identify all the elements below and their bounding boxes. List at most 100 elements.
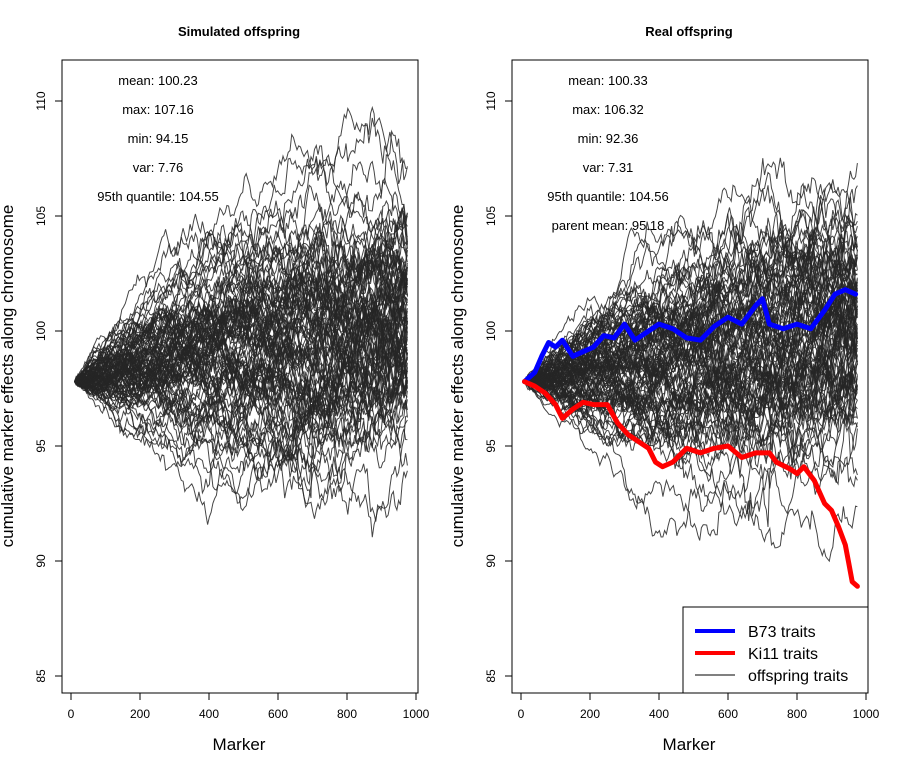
offspring-trace xyxy=(524,225,858,382)
x-tick-label: 400 xyxy=(649,707,669,721)
stat-line: max: 106.32 xyxy=(572,102,644,117)
offspring-trace xyxy=(74,367,408,538)
stat-line: max: 107.16 xyxy=(122,102,194,117)
offspring-trace xyxy=(524,294,858,391)
y-axis-title: cumulative marker effects along chromoso… xyxy=(448,205,467,548)
offspring-trace xyxy=(524,280,858,386)
offspring-trace xyxy=(74,380,408,493)
x-tick-label: 200 xyxy=(580,707,600,721)
x-axis: 0 200 400 600 800 1000 xyxy=(518,692,880,721)
y-tick-label: 90 xyxy=(484,554,498,568)
offspring-trace xyxy=(74,346,408,424)
stat-line: mean: 100.23 xyxy=(118,73,198,88)
offspring-trace xyxy=(74,207,408,382)
parent-lines-group xyxy=(522,287,860,589)
chart-title: Real offspring xyxy=(645,24,732,39)
offspring-trace xyxy=(74,281,408,386)
offspring-trace xyxy=(74,300,408,441)
x-axis-title: Marker xyxy=(663,735,716,754)
stat-line: 95th quantile: 104.56 xyxy=(547,189,668,204)
chart-title: Simulated offspring xyxy=(178,24,300,39)
stats-block: mean: 100.23 max: 107.16 min: 94.15 var: 7.… xyxy=(97,73,218,204)
x-axis-title: Marker xyxy=(213,735,266,754)
offspring-trace xyxy=(524,327,858,513)
offspring-trace xyxy=(74,372,408,509)
legend-label: offspring traits xyxy=(748,668,848,685)
y-axis: 85 90 95 100 105 110 xyxy=(484,91,513,683)
stat-line: 95th quantile: 104.55 xyxy=(97,189,218,204)
offspring-lines-group xyxy=(74,105,408,538)
panel-simulated-offspring: Simulated offspring 0 200 400 600 800 1000 85… xyxy=(0,24,430,754)
legend: B73 traits Ki11 traits offspring traits xyxy=(682,606,869,694)
offspring-trace xyxy=(524,299,858,416)
x-tick-label: 600 xyxy=(268,707,288,721)
legend-label: B73 traits xyxy=(748,624,816,641)
stat-line: var: 7.76 xyxy=(133,160,184,175)
legend-box xyxy=(682,606,869,694)
x-tick-label: 0 xyxy=(68,707,75,721)
stat-line: min: 94.15 xyxy=(128,131,189,146)
offspring-trace xyxy=(524,242,858,382)
offspring-trace xyxy=(524,318,858,437)
stat-line: mean: 100.33 xyxy=(568,73,648,88)
x-tick-label: 1000 xyxy=(853,707,880,721)
panel-real-offspring: Real offspring 0 200 400 600 800 1000 85 90 95 1… xyxy=(448,24,880,754)
offspring-trace xyxy=(74,298,408,447)
offspring-trace xyxy=(74,199,408,383)
y-tick-label: 110 xyxy=(34,91,48,110)
offspring-trace xyxy=(524,171,858,382)
y-tick-label: 90 xyxy=(34,554,48,568)
y-tick-label: 95 xyxy=(484,439,498,453)
offspring-trace xyxy=(524,281,858,464)
stat-line: var: 7.31 xyxy=(583,160,634,175)
offspring-trace xyxy=(524,320,858,419)
offspring-trace xyxy=(524,250,858,405)
offspring-trace xyxy=(74,273,408,395)
offspring-lines-group xyxy=(524,157,858,563)
x-tick-label: 0 xyxy=(518,707,525,721)
offspring-trace xyxy=(524,206,858,399)
offspring-trace xyxy=(74,208,408,383)
offspring-trace xyxy=(74,143,408,382)
stat-line: parent mean: 95.18 xyxy=(552,218,665,233)
offspring-trace xyxy=(524,332,858,416)
offspring-trace xyxy=(74,371,408,452)
offspring-trace xyxy=(74,247,408,435)
x-tick-label: 800 xyxy=(337,707,357,721)
offspring-trace xyxy=(74,229,408,388)
offspring-trace xyxy=(524,282,858,448)
offspring-trace xyxy=(524,274,858,382)
y-tick-label: 110 xyxy=(484,91,498,110)
offspring-trace xyxy=(74,332,408,420)
x-tick-label: 600 xyxy=(718,707,738,721)
legend-label: Ki11 traits xyxy=(748,646,818,663)
x-tick-label: 800 xyxy=(787,707,807,721)
x-tick-label: 400 xyxy=(199,707,219,721)
y-axis-title: cumulative marker effects along chromoso… xyxy=(0,205,17,548)
y-axis: 85 90 95 100 105 110 xyxy=(34,91,63,683)
offspring-trace xyxy=(74,245,408,398)
offspring-trace xyxy=(524,230,858,385)
y-tick-label: 95 xyxy=(34,439,48,453)
x-tick-label: 200 xyxy=(130,707,150,721)
offspring-trace xyxy=(74,296,408,424)
offspring-trace xyxy=(524,359,858,541)
offspring-trace xyxy=(74,225,408,384)
y-tick-label: 85 xyxy=(484,669,498,683)
offspring-trace xyxy=(74,272,408,399)
series-line-b73-traits xyxy=(522,287,859,385)
offspring-trace xyxy=(524,157,858,384)
stat-line: min: 92.36 xyxy=(578,131,639,146)
offspring-trace xyxy=(74,133,408,382)
x-axis: 0 200 400 600 800 1000 xyxy=(68,692,430,721)
x-tick-label: 1000 xyxy=(403,707,430,721)
y-tick-label: 85 xyxy=(34,669,48,683)
series-line-ki11-traits xyxy=(522,379,860,589)
offspring-trace xyxy=(524,295,858,466)
y-tick-label: 100 xyxy=(34,321,48,341)
y-tick-label: 105 xyxy=(484,206,498,226)
y-tick-label: 105 xyxy=(34,206,48,226)
y-tick-label: 100 xyxy=(484,321,498,341)
offspring-trace xyxy=(524,381,858,563)
